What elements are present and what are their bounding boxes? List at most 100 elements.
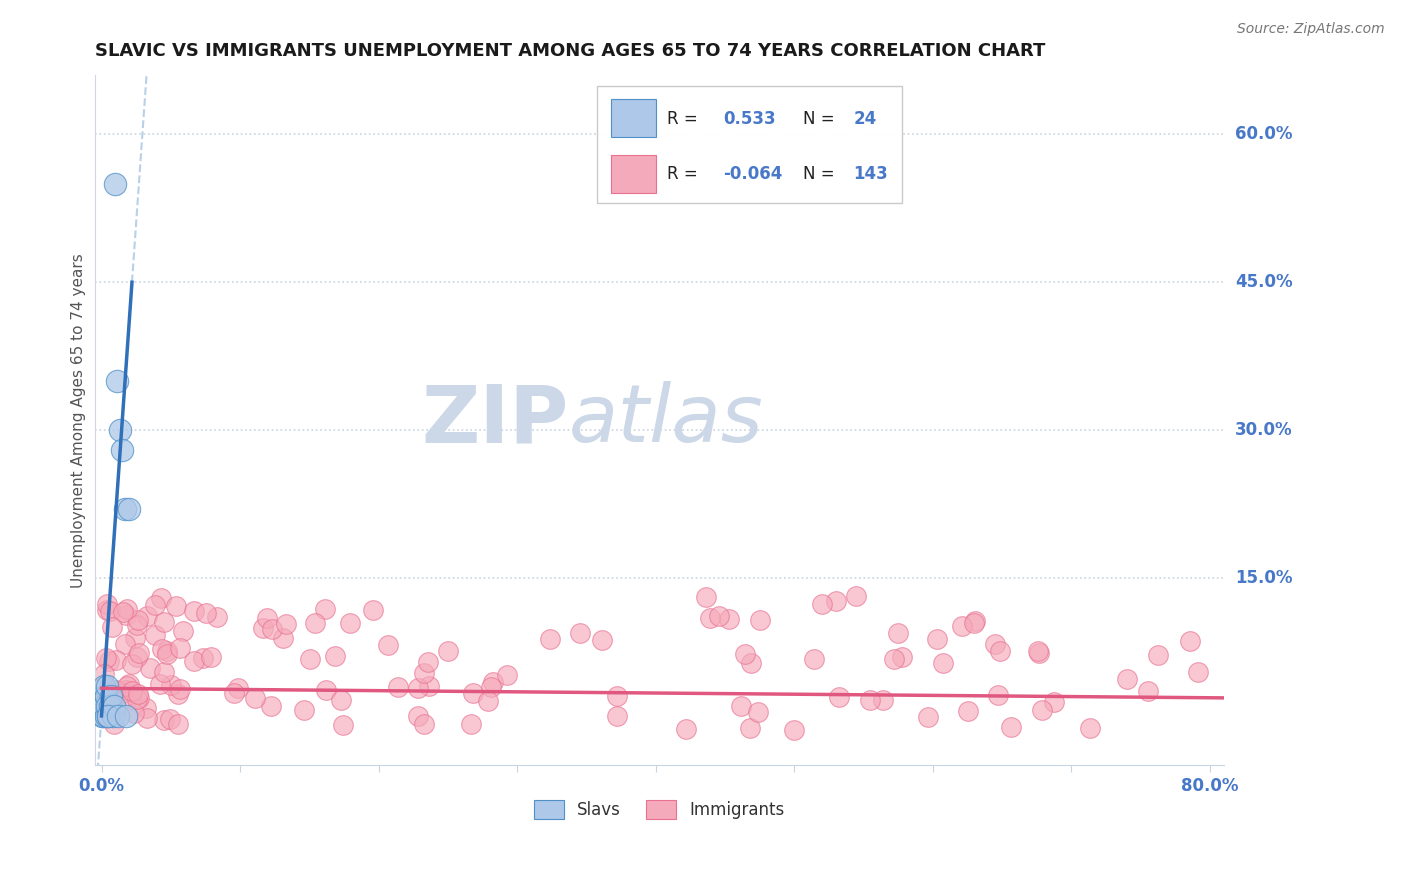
Point (143, 599, 166, 613)
Point (252, 621, 274, 635)
Point (150, 642, 173, 657)
Point (339, 615, 361, 630)
Text: 60.0%: 60.0% (1234, 126, 1292, 144)
Point (299, 651, 322, 665)
Point (1028, 647, 1050, 661)
Point (481, 675, 503, 690)
Point (167, 687, 190, 701)
Point (987, 689, 1010, 703)
Point (695, 590, 717, 604)
Point (124, 632, 146, 646)
Point (1187, 665, 1209, 679)
Text: SLAVIC VS IMMIGRANTS UNEMPLOYMENT AMONG AGES 65 TO 74 YEARS CORRELATION CHART: SLAVIC VS IMMIGRANTS UNEMPLOYMENT AMONG … (94, 42, 1045, 60)
Point (717, 612, 740, 626)
Point (128, 646, 150, 660)
Point (125, 649, 148, 664)
Point (101, 709, 124, 723)
Point (149, 676, 172, 690)
Point (332, 718, 354, 732)
Point (323, 648, 346, 663)
Point (292, 703, 315, 717)
Y-axis label: Unemployment Among Ages 65 to 74 years: Unemployment Among Ages 65 to 74 years (72, 252, 86, 588)
Point (90, 709, 112, 723)
Point (260, 698, 283, 713)
Point (118, 502, 141, 516)
Point (152, 615, 174, 629)
Text: 30.0%: 30.0% (1234, 421, 1292, 439)
Text: ZIP: ZIP (422, 381, 569, 459)
Point (97, 709, 120, 723)
Point (950, 619, 973, 633)
Point (828, 690, 851, 704)
Point (260, 622, 283, 636)
Point (304, 616, 326, 631)
Text: R =: R = (666, 110, 697, 128)
Point (734, 647, 756, 661)
Point (748, 613, 770, 627)
Point (115, 679, 138, 693)
Point (1042, 695, 1064, 709)
Text: N =: N = (803, 110, 834, 128)
Point (166, 717, 188, 731)
Point (243, 690, 266, 705)
Point (96, 597, 118, 611)
Point (1026, 644, 1049, 658)
Point (1137, 684, 1160, 698)
Point (957, 704, 980, 718)
Point (740, 721, 762, 735)
Point (988, 644, 1011, 658)
Point (477, 694, 499, 708)
Point (112, 686, 135, 700)
Point (105, 374, 128, 388)
Point (156, 644, 179, 658)
Point (927, 632, 949, 646)
Point (740, 656, 762, 670)
Point (195, 606, 218, 620)
Point (97, 709, 120, 723)
Point (115, 709, 138, 723)
Point (94, 689, 117, 703)
Text: 15.0%: 15.0% (1234, 569, 1292, 587)
Point (122, 706, 145, 720)
Point (121, 657, 143, 672)
Point (222, 686, 245, 700)
Point (1031, 703, 1053, 717)
Point (169, 641, 191, 656)
Point (1115, 672, 1137, 686)
Text: Source: ZipAtlas.com: Source: ZipAtlas.com (1237, 22, 1385, 37)
Point (377, 638, 399, 652)
FancyBboxPatch shape (610, 99, 655, 137)
Point (114, 683, 136, 698)
Point (169, 682, 191, 697)
Point (139, 661, 162, 675)
Point (159, 713, 181, 727)
Point (314, 602, 336, 616)
Point (183, 654, 205, 668)
Point (165, 599, 187, 613)
Point (91, 689, 114, 703)
Point (917, 710, 939, 724)
Point (101, 701, 124, 715)
Point (418, 655, 440, 669)
Point (104, 177, 127, 191)
Point (883, 652, 905, 666)
Point (93, 667, 115, 681)
Point (1078, 721, 1101, 735)
Point (96, 679, 118, 693)
Point (984, 637, 1007, 651)
Point (932, 657, 955, 671)
Point (803, 652, 825, 666)
Point (538, 632, 561, 647)
Text: 24: 24 (853, 110, 877, 128)
Point (387, 681, 409, 695)
Point (125, 691, 148, 706)
Point (872, 693, 894, 707)
Legend: Slavs, Immigrants: Slavs, Immigrants (520, 787, 799, 833)
Point (412, 717, 434, 731)
Point (127, 618, 149, 632)
Point (271, 632, 294, 646)
Point (114, 502, 136, 516)
Point (226, 681, 249, 696)
Point (406, 709, 429, 723)
Point (115, 607, 138, 622)
